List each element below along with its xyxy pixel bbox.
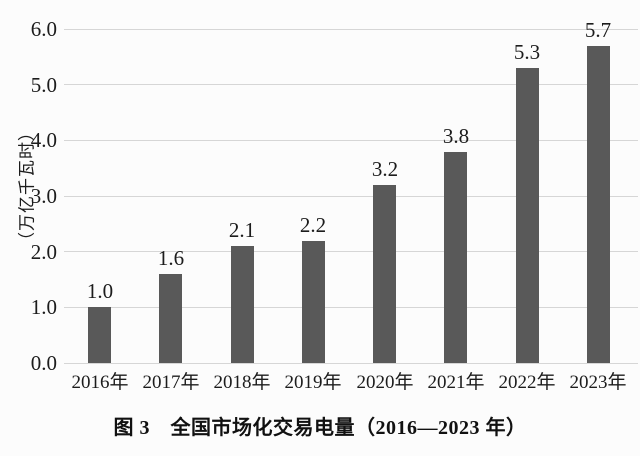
bar bbox=[159, 273, 182, 363]
bar-value-label: 2.1 bbox=[228, 218, 256, 243]
gridline bbox=[64, 306, 638, 308]
y-tick-label: 3.0 bbox=[30, 184, 57, 208]
bar-value-label: 1.0 bbox=[86, 279, 114, 304]
gridline bbox=[64, 195, 638, 197]
bar-value-label: 5.7 bbox=[584, 17, 612, 42]
y-tick-label: 6.0 bbox=[30, 17, 57, 41]
y-tick-label: 4.0 bbox=[30, 128, 57, 153]
x-tick-label: 2023年 bbox=[569, 372, 627, 393]
x-tick-label: 2021年 bbox=[427, 372, 485, 393]
bar bbox=[587, 45, 610, 363]
bar bbox=[302, 240, 325, 363]
bar-value-label: 5.3 bbox=[513, 40, 541, 64]
y-tick-label: 1.0 bbox=[30, 295, 57, 320]
x-tick-label: 2017年 bbox=[142, 372, 200, 393]
gridline bbox=[64, 84, 638, 86]
bar bbox=[444, 151, 467, 363]
bar-value-label: 2.2 bbox=[299, 212, 327, 237]
y-tick-label: 0.0 bbox=[30, 351, 57, 375]
bar bbox=[231, 246, 254, 363]
gridline bbox=[64, 362, 638, 364]
bar bbox=[373, 184, 396, 363]
bar-value-label: 1.6 bbox=[157, 245, 185, 270]
x-tick-label: 2016年 bbox=[71, 372, 129, 393]
bar-value-label: 3.2 bbox=[371, 156, 399, 181]
x-tick-label: 2018年 bbox=[213, 372, 271, 393]
y-tick-label: 5.0 bbox=[30, 72, 57, 97]
bar bbox=[516, 68, 539, 363]
bar bbox=[88, 307, 111, 363]
x-tick-label: 2020年 bbox=[356, 372, 414, 393]
x-tick-label: 2019年 bbox=[284, 372, 342, 393]
bar-value-label: 3.8 bbox=[442, 123, 470, 148]
figure-caption: 图 3 全国市场化交易电量（2016—2023 年） bbox=[113, 417, 527, 439]
x-tick-label: 2022年 bbox=[498, 372, 556, 393]
y-tick-label: 2.0 bbox=[30, 239, 57, 264]
gridline bbox=[64, 139, 638, 141]
gridline bbox=[64, 251, 638, 253]
y-axis-title: （万亿千瓦时） bbox=[17, 123, 37, 249]
gridline bbox=[64, 28, 638, 30]
